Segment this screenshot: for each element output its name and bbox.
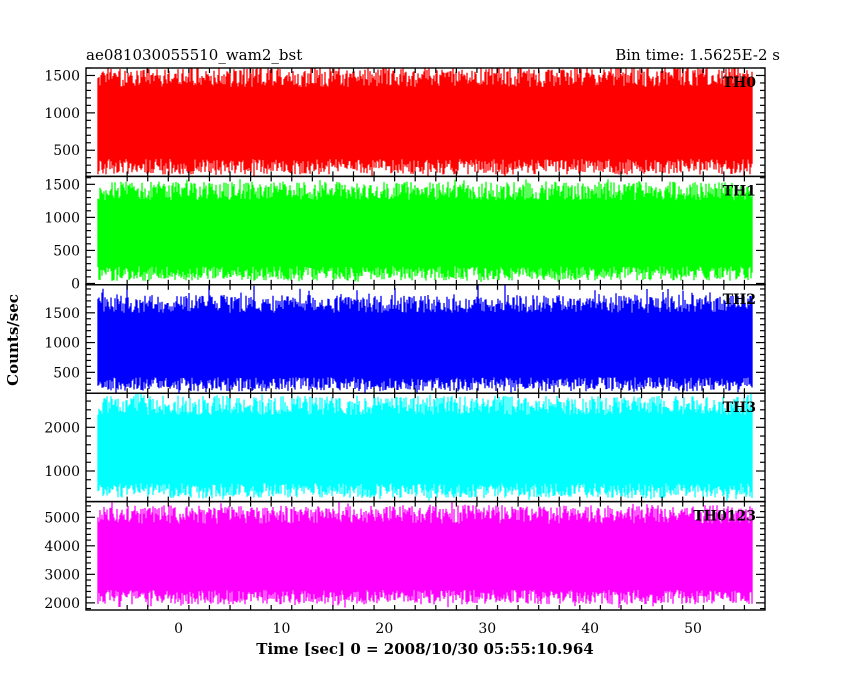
y-tick-label: 1000: [44, 464, 80, 480]
x-tick-label: 40: [581, 621, 599, 637]
panel-th0: 500 1000 1500 TH0: [44, 67, 766, 178]
series-line-th1: [97, 179, 753, 282]
y-tick-label: 1000: [44, 106, 80, 122]
y-axis-title: Counts/sec: [4, 294, 22, 386]
panel-label-th3: TH3: [723, 400, 756, 416]
y-tick-label: 500: [53, 243, 80, 259]
panel-label-th0: TH0: [723, 75, 757, 91]
series-line-th0123: [97, 501, 753, 608]
panel-th0123: 2000 3000 4000 5000 TH0123: [44, 500, 766, 612]
y-tick-label: 500: [53, 143, 80, 159]
x-tick-label: 20: [375, 621, 393, 637]
panel-label-th1: TH1: [723, 183, 756, 199]
x-axis: 0 10 20 30 40 50: [174, 621, 702, 637]
panels-group: 500 1000 1500 TH0 0 500 1000 1500 TH1 500 1000 1500…: [44, 67, 766, 612]
x-tick-label: 50: [684, 621, 702, 637]
y-tick-label: 4000: [44, 539, 80, 555]
y-tick-label: 1000: [44, 336, 80, 352]
series-line-th3: [97, 393, 753, 502]
y-tick-label: 500: [53, 365, 80, 381]
y-tick-label: 1500: [44, 68, 80, 84]
y-tick-label: 1000: [44, 210, 80, 226]
x-tick-label: 30: [478, 621, 496, 637]
chart-title: ae081030055510_wam2_bst: [86, 46, 302, 64]
x-axis-title: Time [sec] 0 = 2008/10/30 05:55:10.964: [256, 640, 593, 658]
panel-label-th0123: TH0123: [693, 509, 756, 525]
series-line-th2: [97, 285, 753, 394]
panel-label-th2: TH2: [723, 292, 756, 308]
y-tick-label: 1500: [44, 306, 80, 322]
y-tick-label: 2000: [44, 596, 80, 612]
x-tick-label: 10: [273, 621, 291, 637]
y-tick-label: 1500: [44, 177, 80, 193]
x-tick-label: 0: [174, 621, 183, 637]
y-tick-label: 3000: [44, 567, 80, 583]
bin-time-label: Bin time: 1.5625E-2 s: [615, 46, 780, 64]
panel-th3: 1000 2000 TH3: [44, 392, 766, 503]
series-line-th0: [97, 68, 753, 177]
panel-frame: [85, 500, 766, 611]
panel-th2: 500 1000 1500 TH2: [44, 284, 766, 394]
y-tick-label: 2000: [44, 420, 80, 436]
panel-th1: 0 500 1000 1500 TH1: [44, 175, 766, 292]
y-tick-label: 0: [71, 276, 80, 292]
y-tick-label: 5000: [44, 510, 80, 526]
